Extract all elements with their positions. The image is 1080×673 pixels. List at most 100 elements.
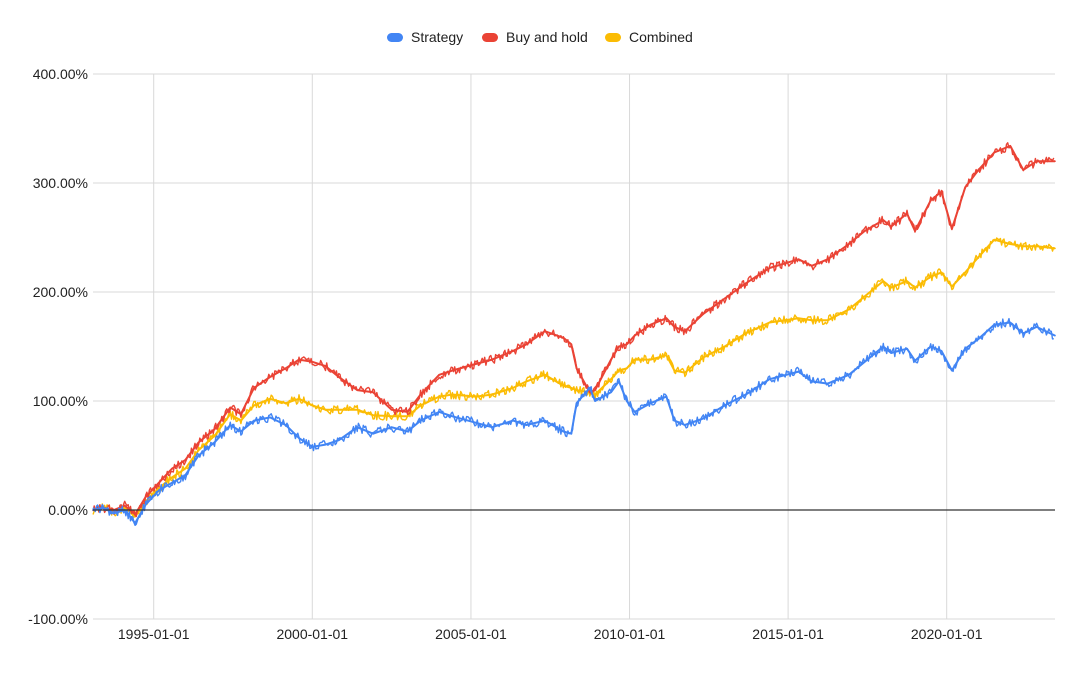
data-point-buy-and-hold-60 (951, 228, 953, 230)
data-point-strategy-17 (311, 446, 314, 448)
data-point-strategy-60 (951, 369, 953, 372)
data-point-combined-50 (811, 319, 813, 322)
x-tick-label-2015-01-01: 2015-01-01 (752, 626, 824, 642)
data-point-strategy-62 (977, 338, 980, 340)
data-point-buy-and-hold-44 (684, 330, 686, 333)
data-point-combined-20 (356, 408, 359, 411)
series-strategy (92, 317, 1056, 526)
data-point-combined-13 (253, 404, 255, 407)
data-point-strategy-8 (184, 474, 187, 476)
data-point-strategy-32 (562, 430, 565, 433)
data-point-buy-and-hold-43 (673, 326, 676, 328)
data-point-buy-and-hold-33 (570, 343, 573, 346)
series-line-combined (92, 238, 1056, 518)
data-point-combined-56 (906, 280, 908, 282)
data-point-strategy-52 (848, 374, 850, 376)
axis-labels: -100.00% 0.00% 100.00% 200.00% 300.00% 400.00… (28, 66, 983, 642)
data-point-combined-12 (240, 419, 242, 422)
data-point-buy-and-hold-58 (929, 199, 932, 202)
series-buy-and-hold (92, 142, 1056, 518)
data-point-combined-15 (284, 402, 287, 405)
series-line-buy-and-hold (92, 144, 1055, 516)
data-point-combined-55 (890, 286, 892, 289)
data-point-buy-and-hold-61 (964, 186, 966, 189)
x-tick-label-2020-01-01: 2020-01-01 (911, 626, 983, 642)
series-line-strategy (92, 321, 1056, 525)
data-point-buy-and-hold-32 (562, 337, 565, 339)
data-point-combined-3 (123, 507, 126, 509)
data-point-combined-47 (745, 332, 747, 335)
data-point-strategy-36 (594, 400, 596, 402)
data-point-combined-49 (797, 317, 800, 320)
data-point-strategy-16 (298, 437, 300, 439)
data-point-buy-and-hold-49 (797, 258, 800, 261)
data-point-strategy-12 (240, 430, 242, 433)
legend: Strategy Buy and hold Combined (387, 29, 693, 45)
data-point-buy-and-hold-6 (158, 482, 160, 484)
data-point-strategy-22 (390, 426, 393, 429)
data-point-strategy-67 (1054, 334, 1056, 337)
data-point-combined-60 (951, 285, 953, 288)
data-point-strategy-7 (171, 482, 173, 484)
data-point-strategy-58 (929, 345, 932, 348)
data-point-strategy-21 (372, 432, 374, 435)
data-point-combined-22 (390, 415, 393, 418)
data-point-buy-and-hold-9 (197, 441, 200, 444)
data-point-combined-53 (863, 295, 866, 298)
data-point-buy-and-hold-5 (144, 496, 147, 498)
data-point-strategy-26 (451, 415, 454, 418)
legend-item-combined[interactable]: Combined (605, 29, 693, 45)
data-point-buy-and-hold-11 (229, 406, 232, 409)
data-point-combined-21 (372, 414, 374, 417)
data-point-buy-and-hold-55 (890, 225, 892, 228)
data-point-buy-and-hold-66 (1035, 160, 1038, 162)
data-point-combined-39 (626, 367, 628, 370)
data-point-strategy-33 (570, 432, 573, 435)
data-point-combined-16 (298, 398, 300, 400)
data-point-buy-and-hold-53 (863, 230, 866, 232)
x-tick-label-2005-01-01: 2005-01-01 (435, 626, 507, 642)
data-point-buy-and-hold-30 (525, 343, 528, 346)
data-point-combined-54 (882, 280, 885, 282)
data-point-strategy-13 (253, 419, 255, 422)
data-point-combined-45 (702, 356, 705, 359)
data-point-strategy-57 (914, 359, 916, 362)
data-point-buy-and-hold-23 (406, 411, 409, 413)
data-point-combined-30 (525, 380, 528, 383)
data-point-strategy-24 (419, 419, 422, 422)
data-point-combined-51 (826, 319, 829, 322)
legend-item-buy-and-hold[interactable]: Buy and hold (482, 29, 588, 45)
data-point-strategy-56 (906, 347, 908, 350)
data-point-combined-34 (575, 389, 578, 391)
data-point-strategy-48 (768, 378, 771, 381)
data-point-combined-27 (475, 395, 477, 398)
data-point-strategy-66 (1035, 326, 1038, 328)
data-point-strategy-47 (745, 393, 747, 396)
data-point-strategy-28 (491, 426, 493, 429)
data-point-combined-10 (213, 435, 216, 437)
data-point-strategy-9 (197, 454, 200, 457)
legend-swatch-buy-and-hold (482, 33, 498, 42)
legend-label-combined: Combined (629, 29, 693, 45)
data-point-combined-66 (1035, 245, 1038, 247)
data-point-combined-36 (594, 393, 596, 396)
data-point-combined-61 (964, 271, 966, 274)
data-point-buy-and-hold-4 (134, 513, 136, 516)
data-point-combined-57 (914, 286, 916, 289)
data-point-buy-and-hold-39 (626, 343, 628, 346)
legend-label-strategy: Strategy (411, 29, 463, 45)
legend-item-strategy[interactable]: Strategy (387, 29, 463, 45)
data-point-combined-44 (684, 371, 686, 374)
data-point-combined-11 (229, 413, 232, 415)
data-point-strategy-5 (144, 503, 147, 506)
data-point-strategy-25 (438, 411, 441, 413)
data-point-buy-and-hold-29 (512, 350, 514, 352)
data-point-buy-and-hold-7 (171, 467, 173, 470)
data-point-strategy-27 (475, 422, 477, 424)
data-point-buy-and-hold-15 (284, 367, 287, 370)
data-point-strategy-10 (213, 441, 216, 444)
x-tick-label-2000-01-01: 2000-01-01 (276, 626, 348, 642)
data-point-strategy-41 (649, 402, 652, 405)
data-point-buy-and-hold-12 (240, 413, 242, 415)
